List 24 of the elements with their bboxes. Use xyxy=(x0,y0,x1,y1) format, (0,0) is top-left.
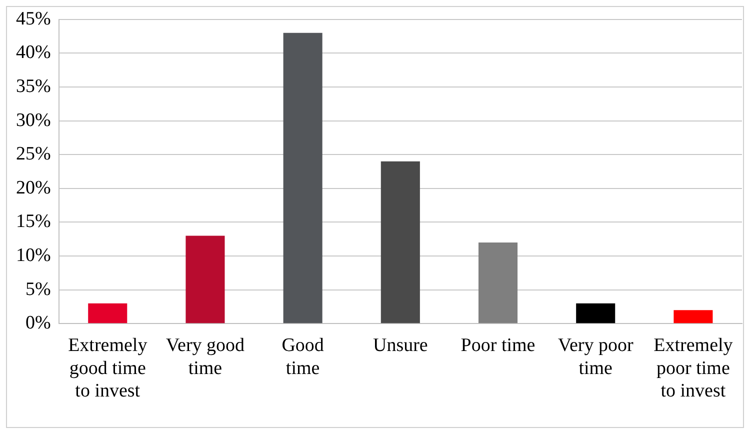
x-tick-label: Very poor time xyxy=(558,334,634,379)
x-tick-label: Unsure xyxy=(372,334,428,356)
y-tick-label: 40% xyxy=(16,42,51,64)
bar xyxy=(186,236,225,324)
bar xyxy=(674,310,713,324)
y-tick-label: 45% xyxy=(16,8,51,30)
bar xyxy=(283,32,322,324)
y-tick-label: 35% xyxy=(16,76,51,97)
x-tick-label: Extremely poor time to invest xyxy=(654,334,734,402)
y-tick-label: 5% xyxy=(26,278,51,300)
y-tick-label: 25% xyxy=(16,144,51,165)
x-tick-label: Good time xyxy=(282,334,324,379)
y-tick-label: 15% xyxy=(16,211,51,232)
x-tick-label: Poor time xyxy=(460,334,536,356)
y-tick-label: 0% xyxy=(26,312,51,334)
bar xyxy=(478,242,518,324)
y-tick-label: 30% xyxy=(16,110,51,131)
y-tick-label: 10% xyxy=(16,244,51,266)
bar xyxy=(576,303,616,324)
x-tick-label: Extremely good time to invest xyxy=(68,334,148,402)
y-tick-label: 20% xyxy=(16,177,51,198)
x-tick-label: Very good time xyxy=(166,334,246,379)
bar xyxy=(380,161,420,324)
bar xyxy=(88,303,128,324)
